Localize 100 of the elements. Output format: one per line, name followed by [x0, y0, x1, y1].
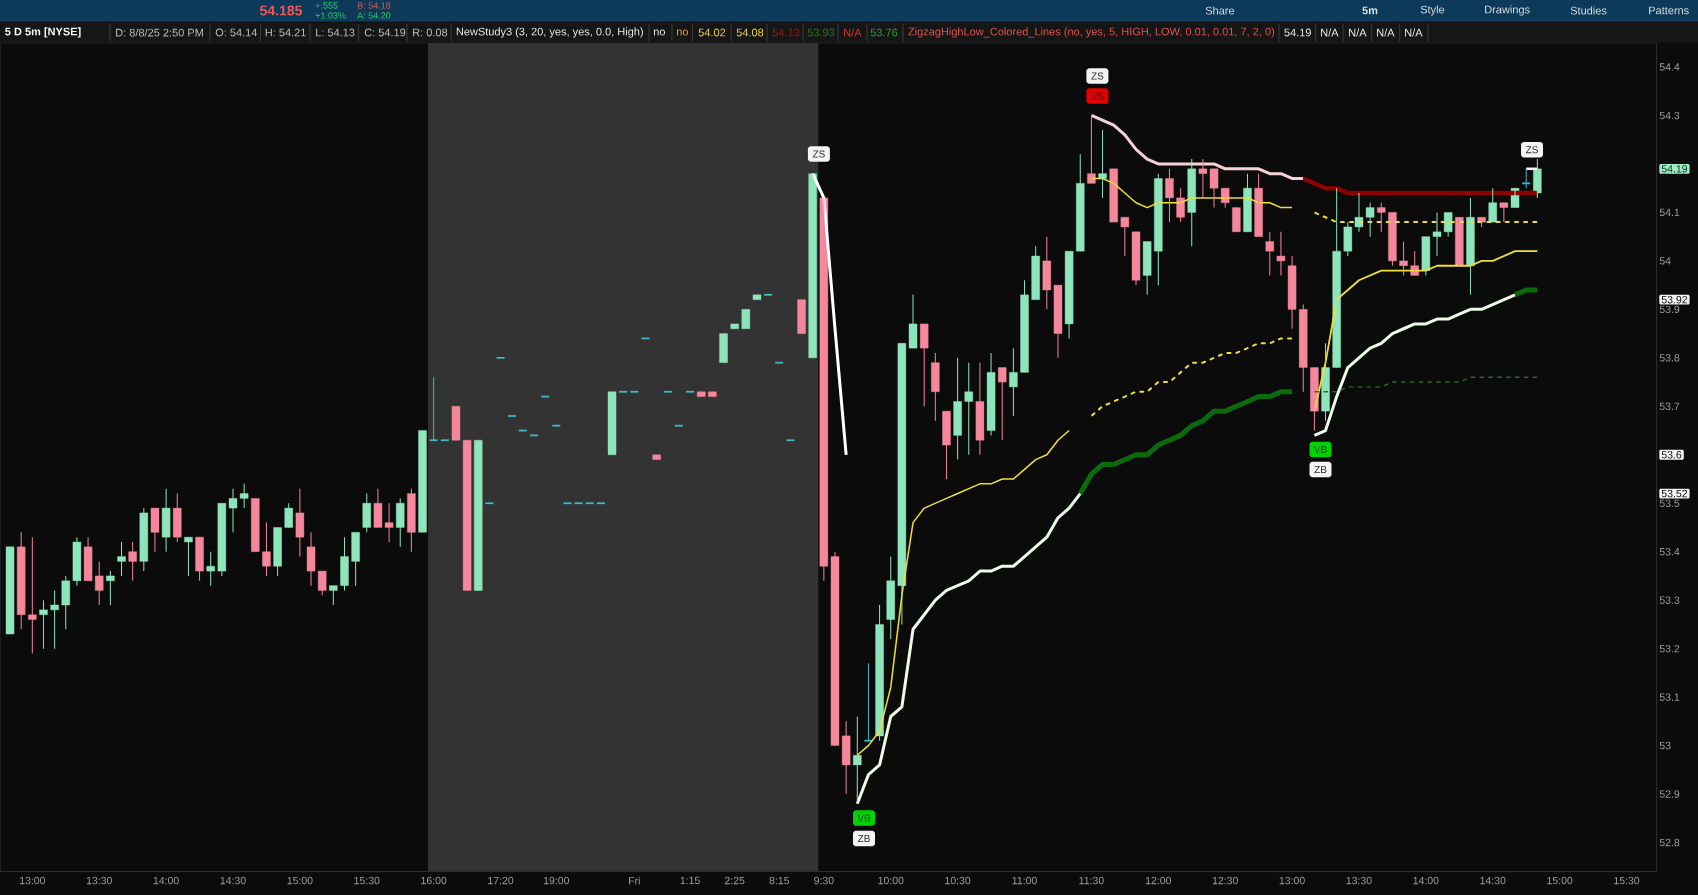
text: O: 54.14: [215, 28, 258, 37]
candlestick: [1053, 284, 1063, 359]
candlestick: [362, 493, 371, 533]
candlestick: [886, 556, 895, 640]
x-tick-label: 15:00: [1547, 876, 1573, 885]
y-tick-label: 53.4: [1659, 547, 1680, 556]
candlestick: [1388, 211, 1397, 267]
candlestick: [1020, 279, 1029, 373]
candlestick: [1265, 231, 1274, 276]
x-tick-label: 8:15: [769, 876, 790, 885]
candlestick: [986, 352, 996, 436]
candlestick: [730, 323, 739, 330]
candlestick: [72, 536, 82, 587]
candlestick: [1187, 158, 1196, 247]
candlestick: [396, 497, 405, 548]
candlestick: [1064, 250, 1074, 339]
candlestick: [584, 502, 595, 505]
candlestick: [1521, 168, 1532, 189]
candlestick: [28, 536, 37, 654]
x-tick-label: 14:30: [1480, 876, 1506, 885]
candlestick: [161, 488, 171, 553]
y-tick-label: 52.9: [1659, 790, 1680, 798]
text: R: 0.08: [413, 28, 448, 37]
annotation: 53.92: [1661, 295, 1688, 304]
candlestick: [5, 546, 15, 635]
candlestick: [1031, 245, 1040, 301]
candlestick: [106, 570, 115, 606]
candlestick: [1087, 114, 1096, 184]
candlestick: [1098, 129, 1107, 199]
annotation: ZS: [1525, 146, 1538, 154]
candlestick: [1076, 153, 1085, 252]
candlestick: [150, 507, 160, 553]
candlestick: [1276, 231, 1286, 276]
candlestick: [1042, 236, 1052, 310]
candlestick: [251, 497, 260, 553]
candlestick: [674, 424, 684, 427]
x-tick-label: 10:00: [878, 876, 904, 885]
candlestick: [595, 502, 606, 505]
candlestick: [484, 502, 495, 505]
y-tick-label: 53.1: [1659, 693, 1680, 701]
annotation: 53.52: [1661, 489, 1688, 498]
annotation: VS: [1090, 92, 1104, 100]
candlestick: [942, 410, 951, 480]
candlestick: [719, 333, 728, 364]
candlestick: [83, 536, 93, 582]
candlestick: [1254, 173, 1263, 238]
annotation: ZS: [1091, 72, 1104, 80]
candlestick: [418, 430, 427, 533]
text: 53.76: [870, 28, 898, 37]
candlestick: [1232, 207, 1241, 233]
candlestick: [206, 551, 215, 587]
candlestick: [1466, 197, 1475, 296]
text: N/A: [1349, 28, 1367, 37]
text: N/A: [844, 28, 862, 37]
candlestick: [1410, 250, 1419, 276]
x-tick-label: 14:00: [1413, 876, 1439, 885]
candlestick: [708, 391, 717, 398]
text: D: 8/8/25 2:50 PM: [116, 28, 203, 37]
text: Patterns: [1649, 6, 1689, 15]
text: Drawings: [1485, 5, 1530, 16]
candlestick: [863, 662, 874, 742]
candlestick: [1299, 304, 1308, 393]
x-tick-label: 16:00: [421, 876, 447, 885]
candlestick: [295, 488, 305, 558]
text: Share: [1205, 6, 1235, 15]
candlestick: [607, 391, 617, 456]
candlestick: [618, 390, 629, 393]
x-tick-label: 14:30: [220, 876, 246, 885]
candlestick: [774, 361, 785, 364]
text: H: 54.21: [265, 28, 306, 37]
candlestick: [1176, 187, 1185, 223]
candlestick: [629, 390, 640, 393]
candlestick: [763, 293, 774, 296]
y-tick-label: 53.2: [1659, 644, 1680, 653]
candlestick: [1499, 202, 1509, 223]
candlestick: [95, 560, 104, 606]
candlestick: [262, 522, 271, 577]
candlestick: [573, 502, 584, 505]
candlestick: [808, 173, 817, 359]
line-series: [811, 172, 848, 457]
candlestick: [474, 439, 483, 591]
candlestick: [752, 294, 762, 301]
candlestick: [975, 362, 985, 456]
candlestick: [1377, 202, 1386, 233]
x-tick-label: 17:20: [488, 876, 514, 885]
candlestick: [875, 604, 884, 742]
candlestick: [1243, 173, 1252, 233]
text: no: [676, 29, 688, 36]
candlestick: [139, 507, 149, 572]
x-tick-label: 13:30: [1346, 876, 1372, 885]
chart-title: 5 D 5m [NYSE]: [5, 27, 81, 38]
text: Studies: [1570, 6, 1607, 15]
y-tick-label: 53.8: [1659, 354, 1680, 362]
text: 5m: [1362, 6, 1378, 15]
text: NewStudy3 (3, 20, yes, yes, 0.0, High): [456, 27, 643, 38]
candlestick: [662, 390, 673, 393]
candlestick: [428, 376, 439, 442]
candlestick: [184, 536, 193, 577]
candlestick: [1131, 231, 1141, 286]
candlestick: [1165, 168, 1174, 223]
